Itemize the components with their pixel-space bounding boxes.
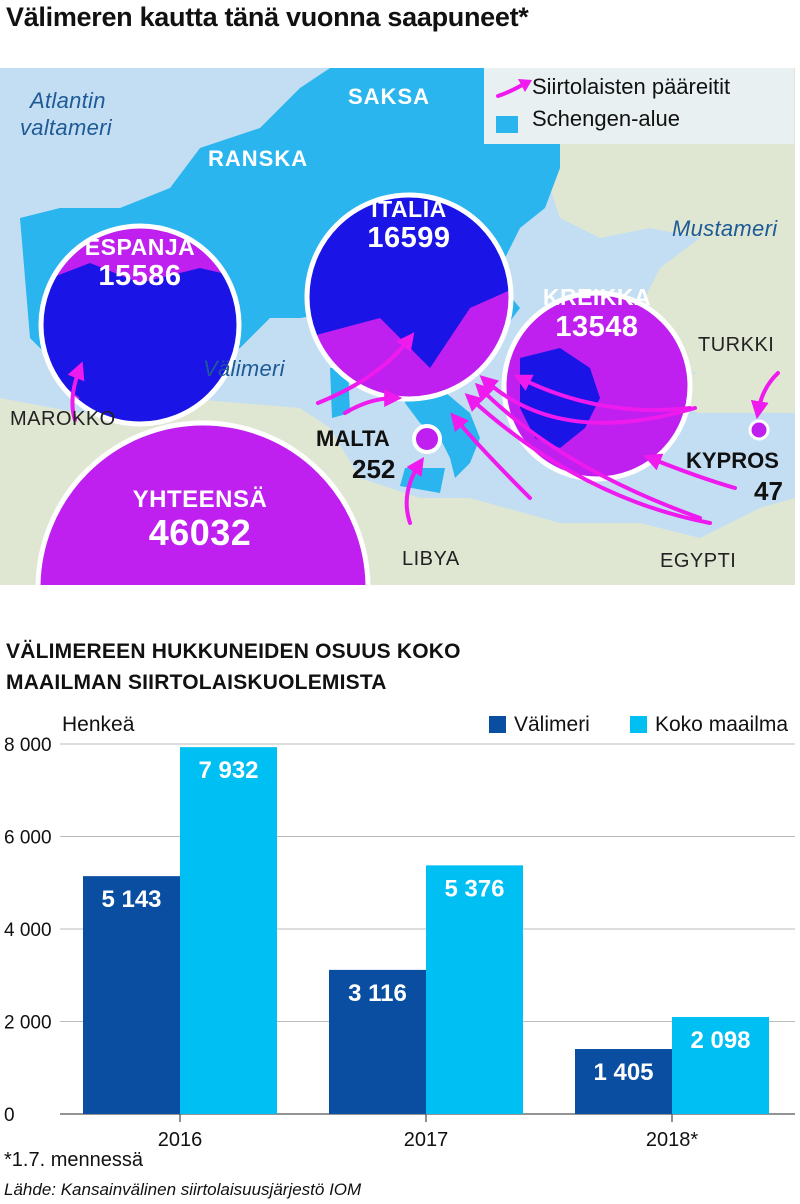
map-legend: Siirtolaisten pääreitit Schengen-alue [484, 68, 794, 144]
sea-label-atlantic-1: Atlantin [30, 88, 106, 113]
bar-value-label: 5 143 [101, 886, 161, 913]
total-name: YHTEENSÄ [132, 486, 268, 513]
bar-value-label: 7 932 [198, 757, 258, 784]
espanja-name: ESPANJA [84, 234, 196, 260]
bar [672, 1016, 769, 1114]
kypros-value: 47 [754, 476, 783, 506]
malta-name: MALTA [316, 426, 390, 451]
route-arrow [404, 457, 424, 525]
x-tick-label: 2016 [158, 1129, 203, 1150]
route-arrows [67, 332, 780, 525]
route-arrow [67, 361, 85, 422]
source-note: Lähde: Kansainvälinen siirtolaisuusjärje… [4, 1180, 362, 1199]
series-2-swatch [630, 716, 647, 733]
route-arrow [464, 393, 712, 525]
y-tick-label: 8 000 [4, 735, 52, 756]
migration-map: Atlantin valtameri Välimeri Mustameri SA… [0, 68, 795, 585]
x-tick-label: 2018* [646, 1129, 698, 1150]
kreikka-name: KREIKKA [542, 284, 652, 310]
bar [329, 969, 426, 1114]
y-tick-label: 2 000 [4, 1013, 52, 1034]
route-arrow [343, 389, 403, 415]
malta-circle [412, 424, 442, 454]
country-label-ranska: RANSKA [208, 146, 309, 171]
italia-circle [307, 195, 511, 399]
y-tick-label: 0 [4, 1105, 15, 1126]
bar [575, 1049, 672, 1114]
bar-chart: 0 2 000 4 000 6 000 8 000 5 143 7 932 2016 3 116… [4, 735, 795, 1150]
route-arrow-icon [496, 79, 532, 98]
route-arrow [479, 375, 697, 425]
series-1-swatch [489, 716, 506, 733]
italia-value: 16599 [367, 222, 451, 254]
country-label-libya: LIBYA [402, 548, 460, 570]
malta-value: 252 [352, 454, 396, 484]
sea-label-mediterranean: Välimeri [203, 356, 285, 381]
country-label-egypti: EGYPTI [660, 550, 737, 572]
country-label-turkki: TURKKI [698, 334, 775, 356]
sea-label-black-sea: Mustameri [672, 216, 778, 241]
route-arrow [316, 332, 415, 405]
route-arrow [450, 412, 532, 500]
page-title: Välimeren kautta tänä vuonna saapuneet* [6, 2, 529, 32]
y-axis-label: Henkeä [62, 713, 135, 736]
route-arrow [643, 453, 737, 490]
espanja-value: 15586 [98, 260, 182, 292]
legend-schengen: Schengen-alue [532, 106, 681, 131]
kypros-name: KYPROS [686, 448, 779, 473]
bar-value-label: 1 405 [593, 1059, 653, 1086]
eastern-land [520, 68, 795, 398]
bar-value-label: 3 116 [348, 980, 407, 1007]
x-tick-label: 2017 [404, 1129, 449, 1150]
bar [180, 747, 277, 1114]
route-arrow [750, 371, 780, 420]
schengen-swatch [496, 116, 518, 133]
footnote: *1.7. mennessä [4, 1149, 143, 1171]
chart-title: VÄLIMEREEN HUKKUNEIDEN OSUUS KOKO MAAILM… [6, 640, 461, 694]
bar-value-label: 2 098 [690, 1027, 750, 1054]
country-label-saksa: SAKSA [348, 84, 431, 109]
total-circle [35, 420, 371, 585]
legend-series-1: Välimeri [489, 713, 590, 737]
sea-label-atlantic-2: valtameri [20, 115, 112, 140]
route-arrow [474, 382, 702, 520]
country-label-marokko: MAROKKO [10, 408, 116, 430]
legend-series-2: Koko maailma [630, 713, 788, 737]
bar [426, 865, 523, 1114]
italia-name: ITALIA [371, 196, 447, 222]
kypros-circle [748, 419, 770, 441]
bar [83, 876, 180, 1114]
y-tick-label: 4 000 [4, 920, 52, 941]
total-value: 46032 [148, 512, 252, 553]
y-tick-label: 6 000 [4, 828, 52, 849]
legend-routes: Siirtolaisten pääreitit [532, 74, 731, 99]
map-graphic [0, 68, 795, 585]
route-arrow [513, 374, 692, 412]
kreikka-value: 13548 [555, 311, 639, 343]
bar-value-label: 5 376 [444, 875, 504, 902]
